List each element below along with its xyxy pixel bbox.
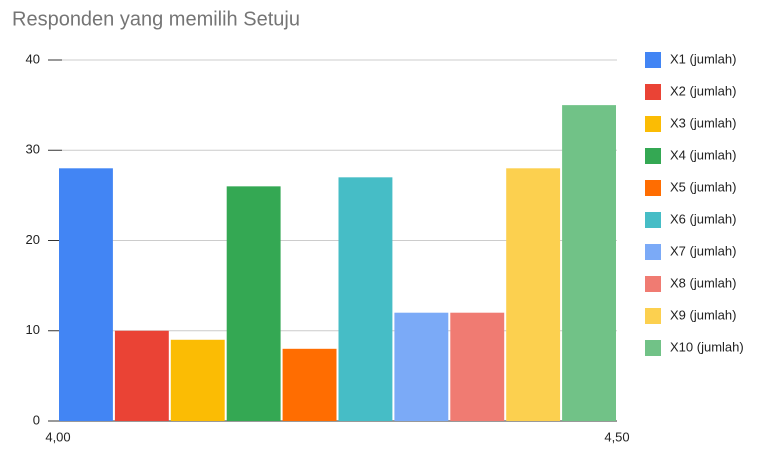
- bar: [282, 348, 337, 421]
- chart-title: Responden yang memilih Setuju: [12, 8, 300, 30]
- legend-swatch: [645, 308, 661, 324]
- bar: [506, 168, 561, 421]
- x-tick-label: 4,00: [45, 429, 70, 444]
- x-tick-label: 4,50: [604, 429, 629, 444]
- legend-label: X7 (jumlah): [670, 243, 736, 258]
- y-tick-label: 10: [26, 322, 40, 337]
- bar: [226, 186, 281, 421]
- legend-label: X5 (jumlah): [670, 179, 736, 194]
- legend-swatch: [645, 212, 661, 228]
- legend-swatch: [645, 116, 661, 132]
- legend-swatch: [645, 52, 661, 68]
- legend-swatch: [645, 244, 661, 260]
- bar: [450, 312, 505, 421]
- y-tick-label: 30: [26, 142, 40, 157]
- y-tick-label: 20: [26, 232, 40, 247]
- bar: [562, 105, 616, 421]
- legend-swatch: [645, 84, 661, 100]
- bar: [338, 177, 393, 421]
- legend-label: X9 (jumlah): [670, 307, 736, 322]
- legend-label: X8 (jumlah): [670, 275, 736, 290]
- bar: [170, 339, 225, 421]
- legend-label: X1 (jumlah): [670, 51, 736, 66]
- legend-label: X10 (jumlah): [670, 339, 744, 354]
- y-tick-label: 40: [26, 51, 40, 66]
- legend-label: X4 (jumlah): [670, 147, 736, 162]
- bar: [114, 330, 169, 421]
- legend-swatch: [645, 180, 661, 196]
- legend-label: X2 (jumlah): [670, 83, 736, 98]
- bar: [394, 312, 449, 421]
- y-tick-label: 0: [33, 412, 40, 427]
- legend-swatch: [645, 340, 661, 356]
- bar: [59, 168, 113, 421]
- legend-label: X6 (jumlah): [670, 211, 736, 226]
- legend-swatch: [645, 148, 661, 164]
- legend-label: X3 (jumlah): [670, 115, 736, 130]
- legend-swatch: [645, 276, 661, 292]
